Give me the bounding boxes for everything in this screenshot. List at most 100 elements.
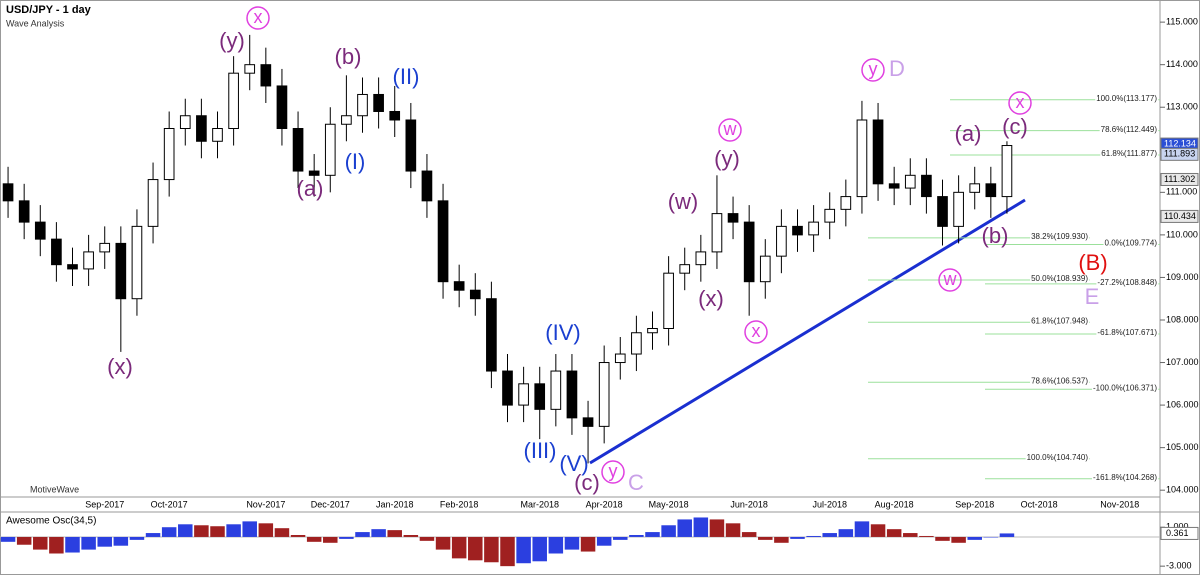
candle-body [99, 242, 111, 253]
osc-bar [999, 533, 1015, 537]
price-marker [1160, 172, 1199, 186]
candle-body [904, 174, 916, 189]
candle-body [985, 183, 997, 198]
wave-circle [861, 58, 885, 82]
wave-label: (b) [335, 44, 362, 69]
wave-label: x [1016, 92, 1025, 112]
wave-label: (IV) [545, 320, 580, 345]
x-tick-label: Apr-2018 [586, 499, 623, 509]
y-tick-label: 106.000 [1166, 399, 1199, 409]
fib-label: -61.8%(107.671) [1097, 328, 1157, 337]
candle-body [67, 264, 78, 270]
candle-body [405, 119, 417, 172]
osc-bar [274, 528, 290, 537]
candle-body [759, 255, 771, 283]
wave-circle [1008, 91, 1032, 115]
candle-body [582, 417, 594, 427]
price-marker [1160, 209, 1199, 223]
osc-bar [258, 523, 274, 537]
wave-label: C [628, 470, 644, 495]
wave-label: (w) [668, 189, 699, 214]
osc-bar [564, 536, 580, 550]
osc-bar [113, 536, 129, 546]
wave-circle [938, 268, 962, 292]
osc-bar [306, 536, 322, 542]
fib-label: -161.8%(104.268) [1093, 473, 1157, 482]
y-tick-label: 115.000 [1166, 17, 1198, 27]
wave-label: (a) [297, 176, 324, 201]
osc-bar [0, 536, 16, 542]
fib-label: 78.6%(112.449) [1101, 125, 1158, 134]
fib-label-bg [1103, 238, 1159, 248]
wave-label: (y) [219, 28, 245, 53]
wave-label: (B) [1078, 250, 1107, 275]
candle-body [711, 213, 723, 253]
wave-label: (x) [698, 286, 724, 311]
chart-title: USD/JPY - 1 day [6, 4, 92, 16]
fib-label-bg [1025, 452, 1090, 462]
fib-label-bg [1096, 328, 1159, 338]
osc-bar [951, 536, 966, 543]
wave-label: w [723, 119, 738, 139]
candle-body [437, 200, 449, 283]
candle-body [357, 93, 368, 117]
watermark: MotiveWave [30, 484, 79, 494]
candle-body [727, 213, 739, 223]
candle-body [453, 281, 465, 291]
osc-marker [1160, 526, 1199, 540]
candle-body [244, 64, 256, 74]
osc-bar [419, 536, 435, 541]
wave-label: y [609, 461, 618, 481]
wave-label: (c) [1002, 114, 1028, 139]
osc-bar [323, 536, 338, 543]
osc-bar [790, 536, 805, 539]
price-marker [1160, 147, 1199, 161]
osc-bar [854, 521, 870, 537]
osc-bar [806, 535, 821, 537]
osc-bar [967, 536, 982, 540]
fib-label: -100.0%(106.371) [1093, 383, 1157, 392]
candle-body [824, 208, 836, 223]
candle-body [308, 170, 320, 176]
wave-circle [744, 320, 768, 344]
price-marker-label: 112.134 [1164, 138, 1196, 148]
candle-body [872, 119, 884, 185]
x-tick-label: Feb-2018 [440, 499, 479, 509]
wave-label: x [254, 7, 263, 27]
osc-bar [983, 536, 999, 538]
osc-bar [516, 536, 531, 564]
fib-label-bg [1030, 274, 1090, 284]
wave-label: y [869, 59, 878, 79]
fib-label-bg [1095, 93, 1159, 103]
osc-bar [97, 536, 112, 547]
osc-bar [33, 536, 48, 550]
osc-bar [903, 533, 918, 537]
candle-body [421, 170, 433, 202]
osc-bar [355, 532, 370, 537]
oscillator-title: Awesome Osc(34,5) [6, 516, 96, 527]
osc-bar [645, 532, 660, 537]
wave-label: (b) [982, 223, 1009, 248]
wave-circle [601, 460, 625, 484]
osc-bar [919, 535, 934, 537]
candle-body [163, 128, 175, 181]
candle-body [937, 196, 948, 227]
candle-body [695, 251, 707, 266]
candle-body [534, 383, 546, 410]
candle-body [2, 183, 14, 202]
wave-label: w [943, 269, 958, 289]
x-tick-label: Dec-2017 [311, 499, 350, 509]
fib-label: 61.8%(111.877) [1101, 149, 1157, 158]
wave-label: D [889, 56, 905, 81]
candle-body [776, 225, 787, 257]
x-tick-label: Mar-2018 [520, 499, 559, 509]
y-tick-label: 114.000 [1166, 59, 1198, 69]
fib-label-bg [1030, 231, 1090, 241]
osc-bar [629, 535, 644, 537]
fib-label: 100.0%(113.177) [1096, 94, 1157, 103]
candle-body [341, 115, 352, 125]
candle-body [743, 221, 755, 283]
osc-bar [387, 530, 402, 537]
wave-label: (I) [345, 149, 366, 174]
wave-label: x [752, 321, 761, 341]
